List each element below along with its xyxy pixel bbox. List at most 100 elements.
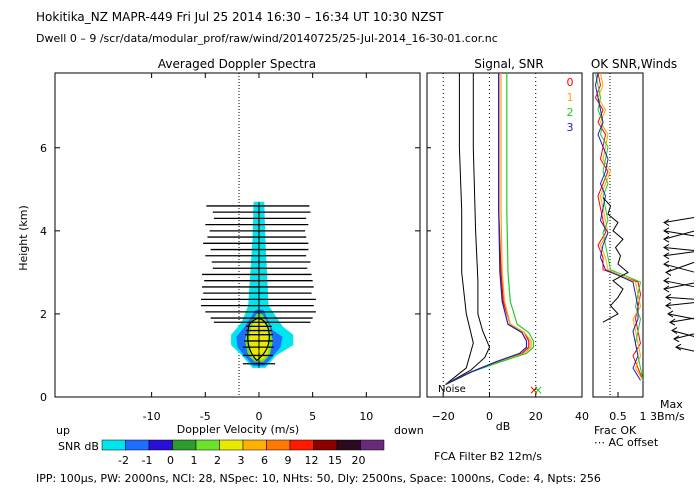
signal-power-trace-2: [445, 73, 474, 385]
ok-frac-series: [594, 73, 643, 381]
colorbar-tick-label-4: 2: [214, 454, 221, 467]
wind-arrowhead-6: [665, 268, 672, 276]
signal-snr-series: [445, 73, 535, 386]
signal-title: Signal, SNR: [474, 57, 543, 71]
max-wind-value: 3Bm/s: [650, 410, 685, 423]
wind-arrowhead-14: [673, 335, 680, 343]
wind-arrowhead-15: [675, 343, 682, 351]
colorbar-swatch-9: [313, 439, 338, 451]
ok-axes: 0.5 1: [609, 392, 647, 423]
dwell-path: Dwell 0 – 9 /scr/data/modular_prof/raw/w…: [36, 32, 498, 45]
noise-marker-red: ×: [529, 383, 539, 397]
snr-colorbar: -2 -1 0 1 2 3 6 9 12 15 20: [101, 439, 385, 467]
wind-arrowhead-12: [669, 318, 676, 326]
spectra-y-tick-label-2: 4: [40, 225, 47, 238]
wind-arrowhead-1: [663, 227, 670, 235]
legend-receiver-2: 2: [567, 106, 574, 119]
colorbar-tick-label-7: 9: [285, 454, 292, 467]
colorbar-tick-label-3: 1: [191, 454, 198, 467]
filter-label: FCA Filter B2 12m/s: [434, 450, 542, 463]
spectra-plot-frame: [54, 72, 421, 398]
spectra-x-axis-label: Doppler Velocity (m/s): [177, 423, 299, 436]
frac-ok-series-3: [594, 73, 641, 381]
wind-vector-1: [663, 230, 695, 237]
signal-power-trace-1: [445, 73, 491, 385]
page-title: Hokitika_NZ MAPR-449 Fri Jul 25 2014 16:…: [36, 10, 444, 24]
spectra-y-tick-label-0: 0: [40, 391, 47, 404]
legend-receiver-0: 0: [567, 76, 574, 89]
wind-vector-15: [675, 346, 695, 352]
wind-arrowhead-4: [663, 252, 670, 260]
colorbar-swatch-7: [266, 439, 291, 451]
spectra-y-tick-label-3: 6: [40, 142, 47, 155]
colorbar-tick-label-2: 0: [167, 454, 174, 467]
up-label: up: [56, 424, 70, 437]
wind-arrowhead-9: [665, 293, 672, 301]
signal-x-tick-label-2: 20: [529, 410, 543, 423]
colorbar-label: SNR dB: [58, 440, 99, 453]
ok-x-tick-label-0: 0.5: [609, 410, 627, 423]
colorbar-tick-label-8: 12: [305, 454, 319, 467]
wind-arrowhead-11: [667, 310, 674, 318]
snr-series-3: [445, 73, 528, 386]
spectra-y-tick-label-1: 2: [40, 308, 47, 321]
spectra-x-tick-label-4: 10: [359, 410, 373, 423]
colorbar-tick-label-6: 6: [261, 454, 268, 467]
wind-arrowhead-0: [663, 219, 670, 226]
wind-arrowhead-10: [665, 302, 672, 310]
colorbar-tick-label-10: 20: [352, 454, 366, 467]
colorbar-tick-label-0: -2: [118, 454, 129, 467]
signal-x-tick-label-0: −20: [432, 410, 455, 423]
colorbar-swatch-1: [125, 439, 150, 451]
max-wind-label: Max: [660, 398, 683, 411]
colorbar-swatch-2: [148, 439, 173, 451]
colorbar-tick-label-9: 15: [328, 454, 342, 467]
noise-markers: × ×: [529, 383, 543, 397]
spectra-y-axis-label: Height (km): [17, 205, 30, 271]
signal-axes: −20 0 20 40: [427, 147, 589, 423]
spectra-snr-layer: [231, 201, 294, 368]
spectral-width-bars: [201, 201, 316, 368]
colorbar-swatch-5: [219, 439, 244, 451]
spectra-title: Averaged Doppler Spectra: [158, 57, 316, 71]
snr-series-0: [445, 73, 530, 386]
wind-vector-11: [667, 313, 695, 320]
noise-label: Noise: [438, 384, 466, 395]
ok-x-tick-label-1: 1: [640, 410, 647, 423]
wind-arrowhead-2: [663, 235, 670, 243]
frac-ok-label: Frac OK: [594, 424, 637, 437]
spectra-x-tick-label-3: 5: [309, 410, 316, 423]
colorbar-tick-label-1: -1: [142, 454, 153, 467]
wind-vector-10: [665, 302, 695, 307]
legend-receiver-3: 3: [567, 121, 574, 134]
signal-x-axis-label: dB: [496, 420, 511, 433]
wind-arrowhead-7: [663, 277, 670, 285]
colorbar-swatch-3: [172, 439, 197, 451]
colorbar-swatch-4: [195, 439, 220, 451]
colorbar-swatch-11: [360, 439, 385, 451]
wind-arrowhead-3: [663, 244, 670, 251]
receiver-legend: 0 1 2 3: [567, 76, 574, 134]
frac-ok-combined: [602, 197, 629, 323]
colorbar-tick-label-5: 3: [238, 454, 245, 467]
ok-winds-title: OK SNR,Winds: [591, 57, 677, 71]
wind-vector-6: [665, 261, 695, 273]
wind-vectors: [663, 217, 695, 352]
colorbar-swatch-10: [336, 439, 361, 451]
wind-arrowhead-8: [663, 285, 670, 293]
signal-x-tick-label-3: 40: [575, 410, 589, 423]
wind-vector-13: [671, 330, 695, 338]
noise-marker-green: ×: [533, 383, 543, 397]
ac-offset-label: ⋯ AC offset: [594, 436, 659, 449]
spectra-x-tick-label-2: 0: [255, 410, 262, 423]
colorbar-swatch-6: [242, 439, 267, 451]
colorbar-swatch-8: [289, 439, 314, 451]
wind-arrowhead-5: [663, 260, 670, 268]
colorbar-swatch-0: [101, 439, 126, 451]
wind-vector-7: [663, 280, 695, 288]
wind-vector-3: [663, 246, 695, 251]
wind-vector-0: [663, 217, 695, 224]
down-label: down: [394, 424, 424, 437]
